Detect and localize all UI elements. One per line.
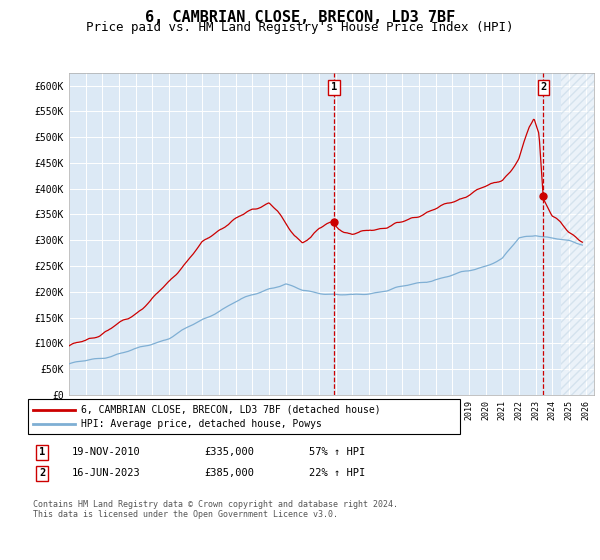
Text: 1: 1	[39, 447, 45, 458]
Text: 19-NOV-2010: 19-NOV-2010	[72, 447, 141, 458]
Text: £385,000: £385,000	[204, 468, 254, 478]
Text: £335,000: £335,000	[204, 447, 254, 458]
Text: HPI: Average price, detached house, Powys: HPI: Average price, detached house, Powy…	[81, 419, 322, 429]
Text: Price paid vs. HM Land Registry's House Price Index (HPI): Price paid vs. HM Land Registry's House …	[86, 21, 514, 34]
Text: 57% ↑ HPI: 57% ↑ HPI	[309, 447, 365, 458]
Text: 6, CAMBRIAN CLOSE, BRECON, LD3 7BF (detached house): 6, CAMBRIAN CLOSE, BRECON, LD3 7BF (deta…	[81, 405, 380, 415]
Bar	[560, 73, 594, 395]
Text: 22% ↑ HPI: 22% ↑ HPI	[309, 468, 365, 478]
Text: Contains HM Land Registry data © Crown copyright and database right 2024.
This d: Contains HM Land Registry data © Crown c…	[33, 500, 398, 519]
Text: 6, CAMBRIAN CLOSE, BRECON, LD3 7BF: 6, CAMBRIAN CLOSE, BRECON, LD3 7BF	[145, 10, 455, 25]
Text: 16-JUN-2023: 16-JUN-2023	[72, 468, 141, 478]
Text: 2: 2	[39, 468, 45, 478]
Text: 2: 2	[540, 82, 547, 92]
Text: 1: 1	[331, 82, 337, 92]
